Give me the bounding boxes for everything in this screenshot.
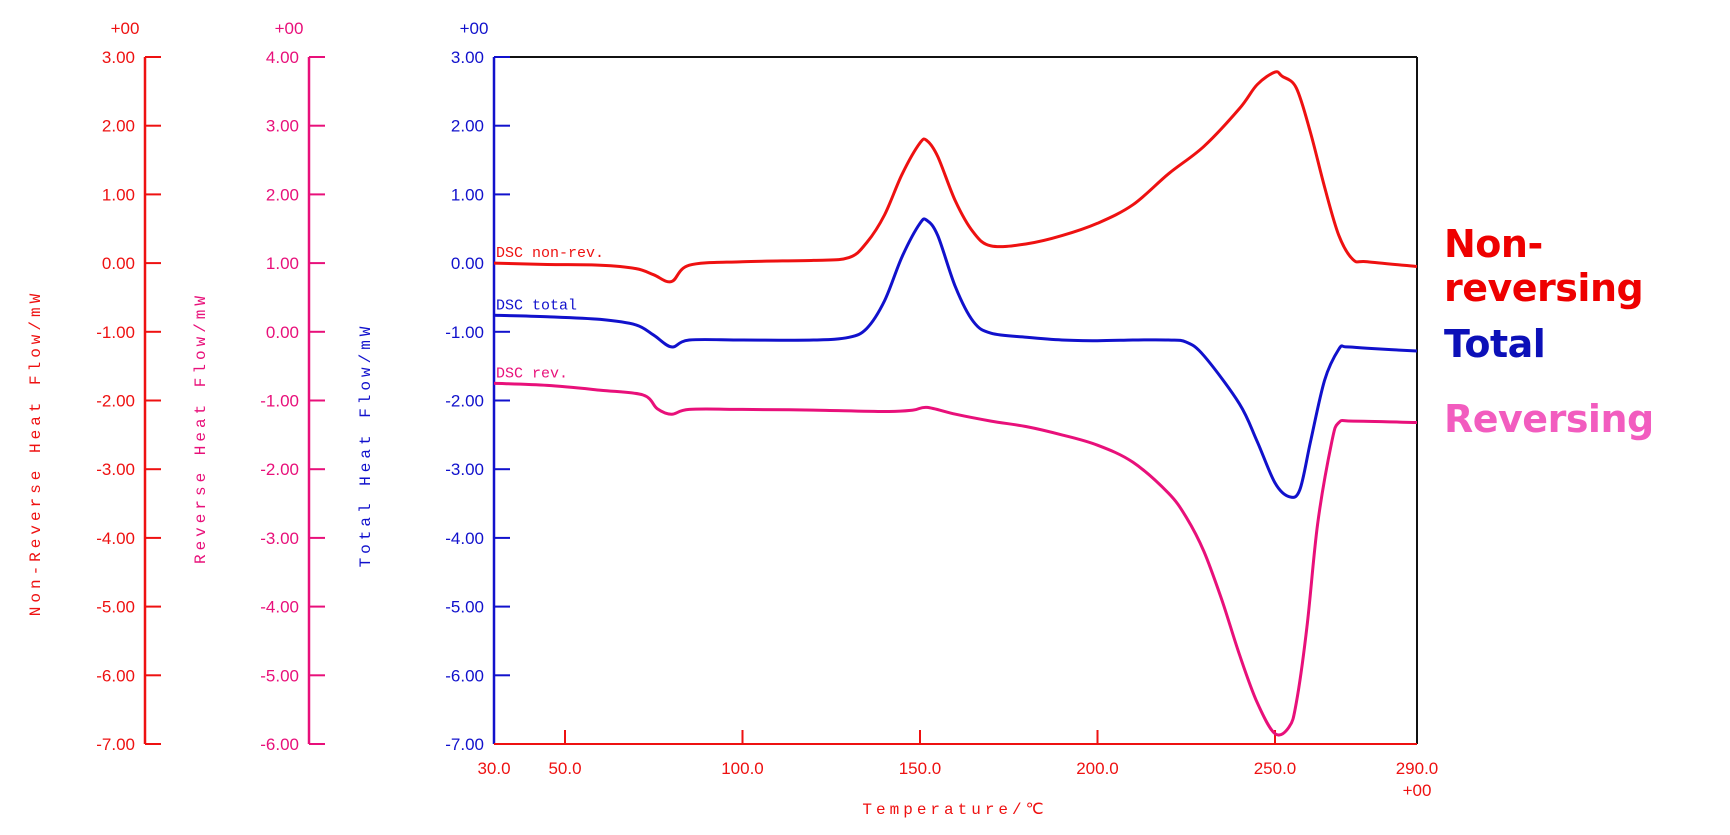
axis-title: Non-Reverse Heat Flow/mW [27,290,45,616]
x-axis: 30.0 50.0 100.0 150.0 200.0 250.0 290.0 +00 Temp… [477,730,1438,819]
tick-label: -5.00 [445,598,484,617]
tick-label: -2.00 [445,392,484,411]
series-tag-total: DSC total [496,297,577,314]
series-tags: DSC non-rev. DSC total DSC rev. [496,245,604,382]
series-nonrev-curve [493,70,1418,284]
tick-label: -5.00 [260,666,299,685]
tick-label: -1.00 [260,392,299,411]
series-rev-curve [493,381,1418,737]
tick-label: 1.00 [102,185,135,204]
legend-label: Reversing [1444,397,1654,441]
axis-title: Total Heat Flow/mW [357,323,375,568]
tick-label: -6.00 [260,735,299,754]
tick-label: -1.00 [445,323,484,342]
legend-label: Total [1444,322,1546,366]
tick-label: 4.00 [266,48,299,67]
tick-label: 0.00 [266,323,299,342]
tick-label: 2.00 [102,117,135,136]
data-curves [493,70,1418,737]
tick-label: -2.00 [260,460,299,479]
x-axis-exponent: +00 [1403,781,1432,800]
tick-label: -3.00 [260,529,299,548]
tick-label: 1.00 [451,185,484,204]
tick-label: -3.00 [445,460,484,479]
series-tag-rev: DSC rev. [496,365,568,382]
tick-label: 3.00 [451,48,484,67]
legend-non-reversing: Non-reversing [1444,222,1730,310]
plot-frame [494,56,1418,744]
legend-reversing: Reversing [1444,397,1654,441]
tick-label: 3.00 [266,117,299,136]
tick-label: -7.00 [445,735,484,754]
y-axis-nonrev: 3.00 2.00 1.00 0.00 -1.00 -2.00 -3.00 -4.00 -5.0… [27,19,161,754]
x-tick-label: 100.0 [721,759,764,778]
tick-label: -7.00 [96,735,135,754]
tick-label: -5.00 [96,598,135,617]
tick-label: -4.00 [260,598,299,617]
tick-label: -6.00 [96,666,135,685]
x-tick-label: 50.0 [548,759,581,778]
x-tick-label: 30.0 [477,759,510,778]
tick-label: 2.00 [266,185,299,204]
x-tick-label: 150.0 [899,759,942,778]
tick-label: -3.00 [96,460,135,479]
tick-label: -6.00 [445,666,484,685]
axis-exponent: +00 [111,19,140,38]
x-axis-title: Temperature/℃ [862,801,1047,819]
x-tick-label: 250.0 [1254,759,1297,778]
tick-label: -4.00 [445,529,484,548]
tick-label: 1.00 [266,254,299,273]
tick-label: -2.00 [96,392,135,411]
axis-exponent: +00 [275,19,304,38]
tick-label: 2.00 [451,117,484,136]
tick-label: -1.00 [96,323,135,342]
tick-label: -4.00 [96,529,135,548]
axis-exponent: +00 [460,19,489,38]
legend-total: Total [1444,322,1546,366]
tick-label: 0.00 [451,254,484,273]
tick-label: 3.00 [102,48,135,67]
series-tag-nonrev: DSC non-rev. [496,245,604,262]
x-tick-label: 200.0 [1076,759,1119,778]
axis-title: Reverse Heat Flow/mW [192,292,210,564]
y-axes: 3.00 2.00 1.00 0.00 -1.00 -2.00 -3.00 -4.00 -5.0… [27,19,510,754]
tick-label: 0.00 [102,254,135,273]
y-axis-rev: 4.00 3.00 2.00 1.00 0.00 -1.00 -2.00 -3.00 -4.00… [192,19,325,754]
series-total-curve [493,217,1418,499]
x-tick-label: 290.0 [1396,759,1439,778]
y-axis-total: 3.00 2.00 1.00 0.00 -1.00 -2.00 -3.00 -4.00 -5.0… [357,19,510,754]
legend-label: Non-reversing [1444,222,1644,310]
